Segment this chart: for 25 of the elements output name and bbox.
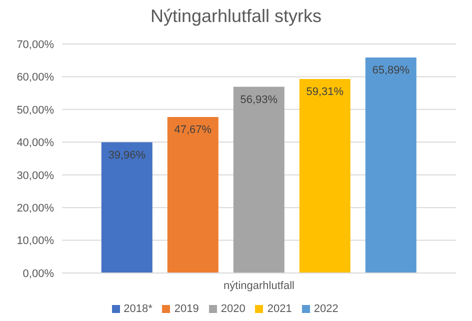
bar bbox=[365, 57, 416, 273]
y-tick-label: 50,00% bbox=[16, 104, 54, 116]
legend-label: 2019 bbox=[174, 303, 199, 315]
legend-label: 2020 bbox=[220, 303, 246, 315]
y-tick-label: 60,00% bbox=[16, 72, 54, 84]
bar bbox=[233, 86, 284, 273]
data-label: 39,96% bbox=[108, 149, 146, 162]
legend-label: 2018* bbox=[124, 303, 152, 315]
y-tick-label: 30,00% bbox=[16, 170, 54, 182]
legend-label: 2021 bbox=[267, 303, 292, 315]
data-label: 56,93% bbox=[240, 94, 278, 106]
y-tick-label: 0,00% bbox=[22, 268, 54, 280]
y-tick-label: 70,00% bbox=[16, 38, 54, 51]
data-label: 47,67% bbox=[174, 124, 212, 136]
y-tick-label: 10,00% bbox=[16, 235, 54, 248]
y-tick-label: 40,00% bbox=[16, 137, 54, 150]
data-label: 65,89% bbox=[372, 64, 410, 76]
bar bbox=[167, 117, 218, 273]
legend-label: 2022 bbox=[314, 303, 338, 315]
bar bbox=[299, 78, 350, 273]
data-label: 59,31% bbox=[306, 86, 344, 98]
x-tick-label: nýtingarhlutfall bbox=[224, 280, 294, 292]
bar bbox=[101, 142, 152, 273]
y-tick-label: 20,00% bbox=[16, 202, 54, 214]
chart-title: Nýtingarhlutfall styrks bbox=[149, 6, 323, 27]
